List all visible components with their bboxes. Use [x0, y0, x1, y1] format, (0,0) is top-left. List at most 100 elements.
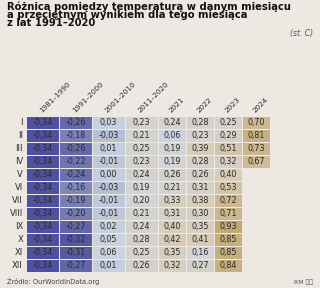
- FancyBboxPatch shape: [92, 168, 124, 181]
- Text: 0,32: 0,32: [219, 157, 237, 166]
- FancyBboxPatch shape: [60, 156, 92, 168]
- Text: 0,51: 0,51: [219, 144, 237, 153]
- FancyBboxPatch shape: [243, 181, 269, 194]
- FancyBboxPatch shape: [158, 156, 186, 168]
- Text: 0,24: 0,24: [163, 118, 181, 127]
- FancyBboxPatch shape: [243, 130, 269, 141]
- Text: 0,00: 0,00: [100, 170, 117, 179]
- Text: 2001–2010: 2001–2010: [104, 81, 137, 114]
- Text: 0,35: 0,35: [191, 222, 209, 231]
- Text: 0,24: 0,24: [133, 222, 150, 231]
- FancyBboxPatch shape: [125, 168, 157, 181]
- FancyBboxPatch shape: [187, 234, 213, 245]
- FancyBboxPatch shape: [60, 130, 92, 141]
- FancyBboxPatch shape: [60, 234, 92, 245]
- Text: 0,84: 0,84: [219, 261, 237, 270]
- Text: -0,01: -0,01: [98, 209, 119, 218]
- Text: 0,38: 0,38: [191, 196, 209, 205]
- Text: 2024: 2024: [252, 97, 269, 114]
- FancyBboxPatch shape: [158, 168, 186, 181]
- FancyBboxPatch shape: [125, 156, 157, 168]
- Text: III: III: [15, 144, 23, 153]
- FancyBboxPatch shape: [243, 207, 269, 219]
- FancyBboxPatch shape: [214, 130, 242, 141]
- Text: 0,35: 0,35: [163, 248, 181, 257]
- Text: 0,21: 0,21: [163, 183, 181, 192]
- FancyBboxPatch shape: [125, 259, 157, 272]
- Text: 0,31: 0,31: [191, 183, 209, 192]
- Text: XII: XII: [12, 261, 23, 270]
- FancyBboxPatch shape: [214, 117, 242, 128]
- Text: 0,73: 0,73: [247, 144, 265, 153]
- FancyBboxPatch shape: [92, 194, 124, 206]
- Text: 0,72: 0,72: [219, 196, 237, 205]
- Text: -0,34: -0,34: [32, 131, 52, 140]
- Text: -0,27: -0,27: [65, 261, 86, 270]
- Text: 0,19: 0,19: [163, 157, 181, 166]
- FancyBboxPatch shape: [243, 168, 269, 181]
- Text: -0,34: -0,34: [32, 261, 52, 270]
- Text: -0,03: -0,03: [98, 183, 119, 192]
- FancyBboxPatch shape: [187, 221, 213, 232]
- Text: -0,34: -0,34: [32, 118, 52, 127]
- Text: 0,19: 0,19: [163, 144, 181, 153]
- FancyBboxPatch shape: [158, 247, 186, 259]
- Text: 1991–2000: 1991–2000: [71, 81, 104, 114]
- FancyBboxPatch shape: [60, 259, 92, 272]
- FancyBboxPatch shape: [125, 117, 157, 128]
- FancyBboxPatch shape: [243, 234, 269, 245]
- FancyBboxPatch shape: [92, 117, 124, 128]
- FancyBboxPatch shape: [27, 221, 59, 232]
- Text: 0,40: 0,40: [219, 170, 237, 179]
- FancyBboxPatch shape: [27, 259, 59, 272]
- FancyBboxPatch shape: [92, 234, 124, 245]
- Text: 1981–1990: 1981–1990: [38, 81, 71, 114]
- FancyBboxPatch shape: [125, 130, 157, 141]
- Text: 0,29: 0,29: [219, 131, 237, 140]
- Text: -0,34: -0,34: [32, 222, 52, 231]
- FancyBboxPatch shape: [60, 168, 92, 181]
- Text: 0,28: 0,28: [133, 235, 150, 244]
- Text: 0,32: 0,32: [163, 261, 181, 270]
- Text: V: V: [17, 170, 23, 179]
- FancyBboxPatch shape: [243, 156, 269, 168]
- Text: -0,32: -0,32: [65, 235, 86, 244]
- Text: 0,93: 0,93: [219, 222, 237, 231]
- Text: 0,26: 0,26: [163, 170, 181, 179]
- FancyBboxPatch shape: [243, 247, 269, 259]
- FancyBboxPatch shape: [27, 117, 59, 128]
- FancyBboxPatch shape: [214, 234, 242, 245]
- FancyBboxPatch shape: [92, 181, 124, 194]
- Text: 0,27: 0,27: [191, 261, 209, 270]
- Text: -0,31: -0,31: [65, 248, 86, 257]
- FancyBboxPatch shape: [92, 156, 124, 168]
- FancyBboxPatch shape: [27, 156, 59, 168]
- FancyBboxPatch shape: [125, 221, 157, 232]
- Text: RM ⒸⒹ: RM ⒸⒹ: [294, 279, 313, 285]
- Text: -0,26: -0,26: [65, 118, 86, 127]
- Text: 0,23: 0,23: [133, 118, 150, 127]
- FancyBboxPatch shape: [125, 194, 157, 206]
- Text: Źródło: OurWorldInData.org: Źródło: OurWorldInData.org: [7, 278, 99, 285]
- Text: 0,25: 0,25: [133, 248, 150, 257]
- FancyBboxPatch shape: [158, 221, 186, 232]
- FancyBboxPatch shape: [158, 259, 186, 272]
- Text: -0,20: -0,20: [65, 209, 86, 218]
- FancyBboxPatch shape: [27, 234, 59, 245]
- Text: VI: VI: [15, 183, 23, 192]
- FancyBboxPatch shape: [27, 168, 59, 181]
- Text: VIII: VIII: [10, 209, 23, 218]
- FancyBboxPatch shape: [158, 181, 186, 194]
- Text: -0,34: -0,34: [32, 157, 52, 166]
- FancyBboxPatch shape: [187, 117, 213, 128]
- Text: 0,25: 0,25: [133, 144, 150, 153]
- Text: 0,23: 0,23: [133, 157, 150, 166]
- FancyBboxPatch shape: [214, 156, 242, 168]
- FancyBboxPatch shape: [27, 181, 59, 194]
- Text: -0,03: -0,03: [98, 131, 119, 140]
- Text: -0,27: -0,27: [65, 222, 86, 231]
- Text: -0,34: -0,34: [32, 183, 52, 192]
- Text: 0,25: 0,25: [219, 118, 237, 127]
- Text: -0,22: -0,22: [65, 157, 86, 166]
- Text: X: X: [17, 235, 23, 244]
